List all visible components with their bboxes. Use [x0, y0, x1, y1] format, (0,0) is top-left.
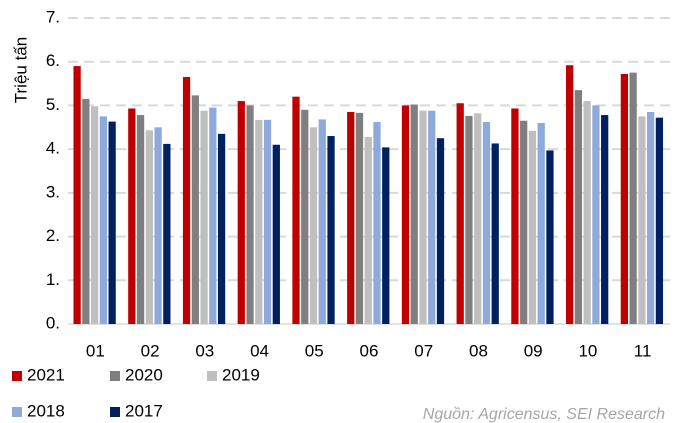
x-tick-label: 10 [578, 341, 597, 360]
y-tick-label: 7. [46, 7, 60, 26]
x-tick-label: 05 [305, 341, 324, 360]
bar [638, 116, 646, 324]
x-tick-label: 09 [524, 341, 543, 360]
bar [99, 116, 107, 324]
bar [382, 147, 390, 324]
bar [145, 130, 153, 324]
y-tick-label: 5. [46, 95, 60, 114]
bar [537, 122, 545, 325]
bar [128, 108, 136, 324]
x-tick-label: 07 [414, 341, 433, 360]
bar [520, 120, 528, 324]
bar [401, 105, 410, 324]
bar [419, 110, 427, 324]
x-tick-label: 03 [195, 341, 214, 360]
legend-swatch [12, 371, 22, 381]
bar [191, 95, 199, 324]
bar [327, 136, 335, 324]
bar [154, 127, 162, 325]
bar [436, 138, 445, 324]
bar [108, 121, 116, 324]
legend-label: 2019 [222, 365, 260, 384]
bar [410, 104, 418, 324]
bar [456, 103, 464, 324]
bar [474, 113, 482, 324]
bar [655, 117, 664, 324]
bar [182, 77, 191, 324]
bar [200, 110, 208, 324]
bar [592, 105, 600, 324]
bar [318, 119, 326, 324]
bar [465, 115, 473, 324]
bar [491, 143, 499, 324]
bar [272, 144, 280, 324]
bar [574, 90, 583, 324]
bar [620, 73, 629, 324]
bar [90, 106, 99, 324]
bar [482, 122, 491, 324]
bar [217, 133, 226, 324]
x-tick-label: 11 [634, 341, 652, 360]
x-tick-label: 08 [469, 341, 488, 360]
bar [647, 111, 655, 324]
bar [364, 136, 372, 324]
x-tick-label: 06 [360, 341, 379, 360]
bar [355, 112, 364, 324]
bar [301, 109, 309, 324]
y-tick-label: 4. [46, 139, 60, 158]
bar [428, 110, 436, 324]
x-tick-label: 02 [141, 341, 160, 360]
bar [73, 66, 81, 324]
legend-label: 2017 [125, 401, 163, 420]
bar [546, 150, 554, 324]
bar [601, 115, 609, 324]
y-tick-label: 2. [46, 226, 60, 245]
bar [309, 127, 318, 325]
legend-label: 2021 [27, 365, 65, 384]
bar [136, 115, 145, 324]
y-tick-label: 6. [46, 51, 60, 70]
bar [566, 65, 574, 324]
bar [528, 130, 537, 324]
x-tick-label: 01 [86, 341, 105, 360]
bar [237, 101, 245, 324]
y-tick-label: 3. [46, 182, 60, 201]
bar [629, 72, 637, 325]
legend-swatch [207, 371, 217, 381]
source-note: Nguồn: Agricensus, SEI Research [423, 406, 665, 423]
y-tick-label: 0. [46, 313, 60, 332]
legend-label: 2020 [125, 365, 163, 384]
bar [82, 98, 90, 324]
y-tick-label: 1. [46, 270, 60, 289]
bar [246, 105, 254, 324]
bar [263, 119, 272, 325]
bar [163, 143, 171, 324]
x-tick-label: 04 [250, 341, 269, 360]
legend-label: 2018 [27, 401, 65, 420]
bar [255, 119, 263, 325]
bar [511, 108, 519, 324]
bar [373, 122, 381, 324]
bar [292, 96, 300, 324]
legend-swatch [110, 407, 120, 417]
bar [347, 111, 355, 324]
y-axis-label: Triệu tấn [11, 37, 30, 103]
legend-swatch [110, 371, 120, 381]
bar [209, 107, 217, 324]
bar [583, 101, 591, 324]
legend-swatch [12, 407, 22, 417]
